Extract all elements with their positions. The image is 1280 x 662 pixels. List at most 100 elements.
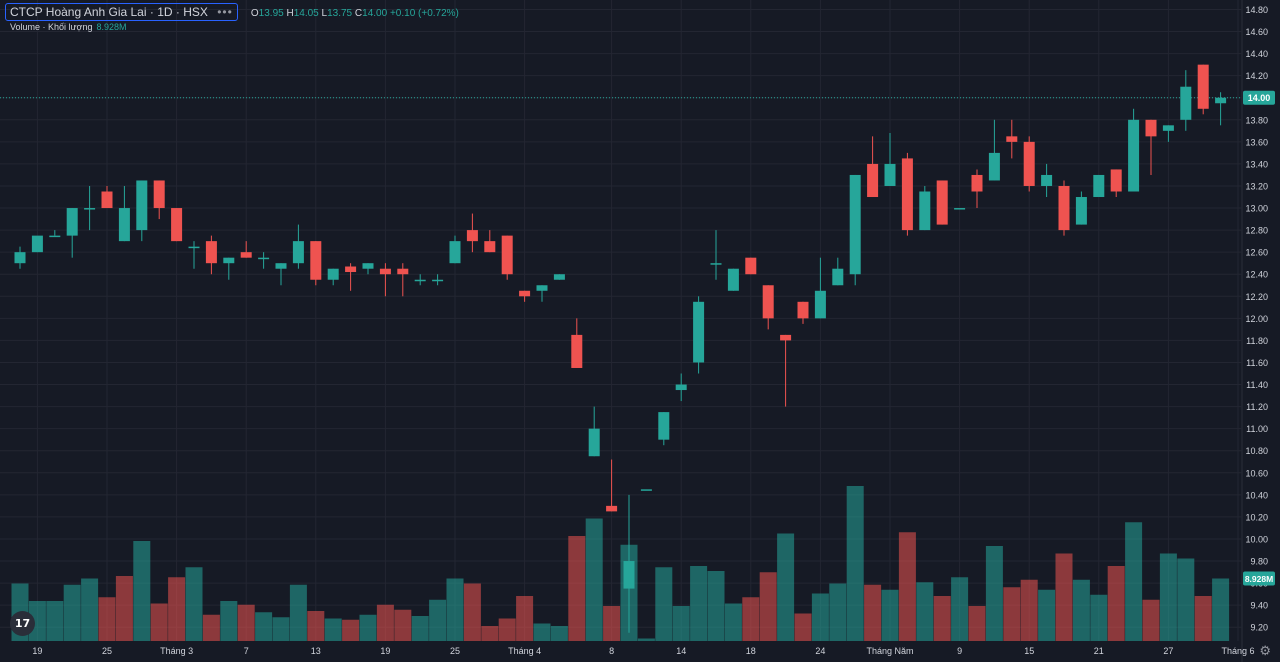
candle-body <box>780 334 792 341</box>
time-tick-label: 9 <box>957 646 962 656</box>
candle-body <box>136 180 148 231</box>
volume-bar <box>881 589 899 641</box>
price-tick-label: 14.40 <box>1245 49 1268 59</box>
volume-bar <box>846 486 864 641</box>
volume-bar <box>498 618 516 641</box>
volume-bar <box>202 614 220 641</box>
candle-body <box>1215 97 1227 104</box>
volume-bar <box>1142 599 1160 641</box>
low-label: L <box>321 8 328 19</box>
ellipsis-icon[interactable]: ••• <box>217 5 233 19</box>
time-tick-label: 25 <box>102 646 112 656</box>
open-value: 13.95 <box>258 8 284 19</box>
volume-bar <box>411 616 429 641</box>
price-tick-label: 14.60 <box>1245 27 1268 37</box>
price-axis[interactable]: 14.80 14.60 14.40 14.20 14.00 13.80 13.60 13.40… <box>1243 5 1275 633</box>
price-tick-label: 12.40 <box>1245 270 1268 280</box>
candle-body <box>449 241 461 264</box>
time-tick-label: 27 <box>1163 646 1173 656</box>
candle-body <box>727 268 739 291</box>
price-tick-label: 11.00 <box>1246 424 1268 434</box>
candles <box>14 64 1227 633</box>
close-label: C <box>354 8 363 19</box>
candle-body <box>14 252 26 264</box>
candle-body <box>867 163 879 198</box>
volume-bar <box>672 606 690 641</box>
low-value: 13.75 <box>327 8 353 19</box>
volume-bar <box>864 584 882 641</box>
time-tick-label: 21 <box>1094 646 1104 656</box>
candle-body <box>623 561 635 589</box>
volume-bar <box>1212 578 1230 641</box>
volume-bar <box>1090 594 1108 641</box>
volume-bar <box>1038 589 1056 641</box>
last-volume-tag <box>1243 571 1275 586</box>
time-tick-label: 18 <box>746 646 756 656</box>
candle-body <box>675 384 687 391</box>
candle-body <box>745 257 757 275</box>
candle-body <box>327 268 339 280</box>
volume-bar <box>1107 566 1125 641</box>
ohlc-values: O13.95 H14.05 L13.75 C14.00 +0.10 (+0.72… <box>251 8 459 19</box>
time-tick-label: 8 <box>609 646 614 656</box>
volume-bar <box>376 604 394 641</box>
candle-body <box>501 235 513 275</box>
candle-body <box>292 241 304 264</box>
high-value: 14.05 <box>293 8 319 19</box>
volume-bar <box>951 577 969 641</box>
volume-bar <box>429 599 447 641</box>
candle-body <box>1006 136 1018 142</box>
time-tick-label: Tháng 4 <box>508 646 541 656</box>
candle-body <box>1162 125 1174 131</box>
symbol-title[interactable]: CTCP Hoàng Anh Gia Lai · 1D · HSX ••• <box>5 3 238 21</box>
symbol-name: CTCP Hoàng Anh Gia Lai · 1D · HSX <box>10 5 208 19</box>
candle-body <box>153 180 165 209</box>
volume-bar <box>968 606 986 641</box>
volume-bar <box>550 626 568 641</box>
open-label: O <box>250 8 259 19</box>
candle-body <box>901 158 913 231</box>
volume-bar <box>446 578 464 641</box>
price-tick-label: 11.40 <box>1246 380 1268 390</box>
price-tick-label: 12.80 <box>1245 226 1268 236</box>
volume-bar <box>568 536 586 641</box>
volume-bar <box>829 583 847 641</box>
time-tick-label: 19 <box>32 646 42 656</box>
price-tick-label: 14.80 <box>1245 5 1268 15</box>
volume-bar <box>794 613 812 641</box>
volume-bar <box>585 518 603 641</box>
candle-body <box>553 274 565 280</box>
volume-bar <box>133 541 151 641</box>
volume-bar <box>272 617 290 641</box>
volume-bar <box>185 567 203 641</box>
volume-bar <box>933 596 951 641</box>
candle-body <box>1093 174 1105 198</box>
candle-body <box>832 268 844 286</box>
time-tick-label: 15 <box>1024 646 1034 656</box>
candle-body <box>1145 119 1157 137</box>
change-value: +0.10 (+0.72%) <box>389 8 459 19</box>
candle-body <box>936 180 948 225</box>
candle-body <box>188 246 200 249</box>
candle-body <box>919 191 931 231</box>
volume-bar <box>46 601 64 641</box>
volume-bars <box>11 486 1230 641</box>
volume-bar <box>168 577 186 641</box>
volume-label: Volume · Khối lượng <box>10 22 93 32</box>
volume-bar <box>707 571 725 641</box>
candle-body <box>362 263 374 269</box>
price-tick-label: 13.80 <box>1245 115 1268 125</box>
gear-icon[interactable]: ⚙ <box>1259 643 1271 658</box>
candle-body <box>640 489 652 491</box>
tradingview-logo-icon[interactable]: 17 <box>10 611 35 636</box>
candle-body <box>693 301 705 363</box>
time-axis[interactable]: 19 25 Tháng 3 7 13 19 25 Tháng 4 8 14 18 24 Tháng Nă… <box>32 646 1254 656</box>
candle-body <box>466 230 478 242</box>
time-tick-label: Tháng 6 <box>1221 646 1254 656</box>
volume-bar <box>307 611 325 641</box>
price-tick-label: 9.40 <box>1250 601 1268 611</box>
candle-body <box>1058 185 1070 231</box>
last-price-tag <box>1243 90 1275 105</box>
candle-body <box>971 174 983 192</box>
